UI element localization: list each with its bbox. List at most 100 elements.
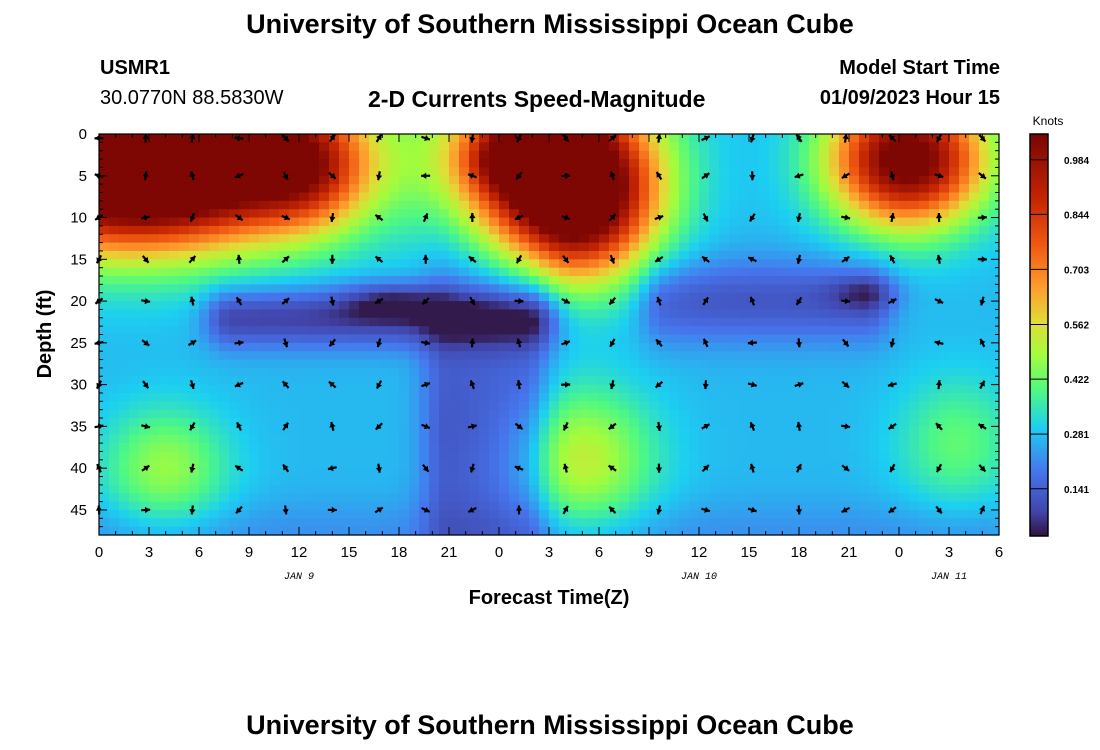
heatmap-cell (139, 200, 150, 210)
heatmap-cell (99, 184, 110, 194)
heatmap-cell (319, 376, 330, 386)
heatmap-cell (839, 443, 850, 453)
heatmap-cell (869, 309, 880, 319)
heatmap-cell (969, 134, 980, 143)
heatmap-cell (589, 150, 600, 160)
heatmap-cell (309, 134, 320, 143)
heatmap-cell (809, 134, 820, 143)
heatmap-cell (949, 376, 960, 386)
heatmap-cell (849, 134, 860, 143)
heatmap-cell (229, 359, 240, 369)
heatmap-cell (409, 276, 420, 285)
heatmap-cell (439, 267, 450, 277)
heatmap-cell (559, 493, 570, 503)
heatmap-cell (729, 167, 740, 177)
heatmap-cell (269, 484, 280, 494)
heatmap-cell (119, 292, 130, 302)
heatmap-cell (589, 200, 600, 210)
heatmap-cell (349, 326, 360, 336)
heatmap-cell (249, 159, 260, 169)
heatmap-cell (259, 284, 270, 294)
heatmap-cell (339, 150, 350, 160)
heatmap-cell (509, 242, 520, 252)
heatmap-cell (329, 493, 340, 503)
heatmap-cell (859, 501, 870, 511)
heatmap-cell (459, 309, 470, 319)
heatmap-cell (339, 409, 350, 419)
heatmap-cell (359, 217, 370, 227)
heatmap-cell (549, 384, 560, 394)
heatmap-cell (699, 401, 710, 411)
heatmap-cell (129, 451, 140, 461)
heatmap-cell (99, 250, 110, 260)
heatmap-cell (869, 367, 880, 377)
heatmap-cell (329, 276, 340, 285)
heatmap-cell (659, 351, 670, 361)
heatmap-cell (379, 509, 390, 519)
heatmap-cell (609, 309, 620, 319)
heatmap-cell (509, 451, 520, 461)
heatmap-cell (939, 225, 950, 235)
heatmap-cell (359, 142, 370, 152)
heatmap-cell (809, 301, 820, 311)
heatmap-cell (209, 159, 220, 169)
heatmap-cell (269, 142, 280, 152)
heatmap-cell (299, 476, 310, 486)
heatmap-cell (879, 501, 890, 511)
heatmap-cell (399, 250, 410, 260)
heatmap-cell (939, 351, 950, 361)
heatmap-cell (469, 309, 480, 319)
heatmap-cell (659, 401, 670, 411)
heatmap-cell (839, 200, 850, 210)
heatmap-cell (179, 518, 190, 528)
heatmap-cell (699, 367, 710, 377)
heatmap-cell (829, 451, 840, 461)
heatmap-cell (219, 434, 230, 444)
heatmap-cell (709, 167, 720, 177)
heatmap-cell (879, 326, 890, 336)
heatmap-cell (749, 242, 760, 252)
heatmap-cell (949, 434, 960, 444)
heatmap-cell (529, 159, 540, 169)
heatmap-cell (419, 418, 430, 427)
heatmap-cell (149, 334, 160, 344)
heatmap-cell (109, 284, 120, 294)
heatmap-cell (459, 484, 470, 494)
heatmap-cell (459, 317, 470, 327)
heatmap-cell (379, 443, 390, 453)
current-vector (701, 255, 710, 263)
heatmap-cell (99, 309, 110, 319)
heatmap-cell (929, 317, 940, 327)
heatmap-cell (989, 225, 1000, 235)
heatmap-cell (889, 451, 900, 461)
current-vector (978, 172, 987, 180)
heatmap-cell (719, 334, 730, 344)
current-vector (327, 464, 337, 472)
heatmap-cell (579, 426, 590, 436)
heatmap-cell (239, 451, 250, 461)
heatmap-cell (659, 292, 670, 302)
heatmap-cell (289, 501, 300, 511)
heatmap-cell (399, 284, 410, 294)
heatmap-cell (519, 175, 530, 185)
heatmap-cell (779, 409, 790, 419)
heatmap-cell (329, 434, 340, 444)
heatmap-cell (819, 526, 830, 536)
heatmap-cell (569, 434, 580, 444)
heatmap-cell (329, 209, 340, 219)
heatmap-cell (179, 326, 190, 336)
heatmap-cell (769, 367, 780, 377)
heatmap-cell (289, 342, 300, 352)
heatmap-cell (719, 209, 730, 219)
current-vector (142, 133, 149, 143)
current-vector (189, 171, 196, 181)
heatmap-cell (509, 317, 520, 327)
heatmap-cell (649, 284, 660, 294)
heatmap-cell (229, 376, 240, 386)
heatmap-cell (769, 209, 780, 219)
heatmap-cell (609, 459, 620, 469)
heatmap-cell (989, 134, 1000, 143)
heatmap-cell (719, 409, 730, 419)
heatmap-cell (249, 384, 260, 394)
heatmap-cell (869, 250, 880, 260)
